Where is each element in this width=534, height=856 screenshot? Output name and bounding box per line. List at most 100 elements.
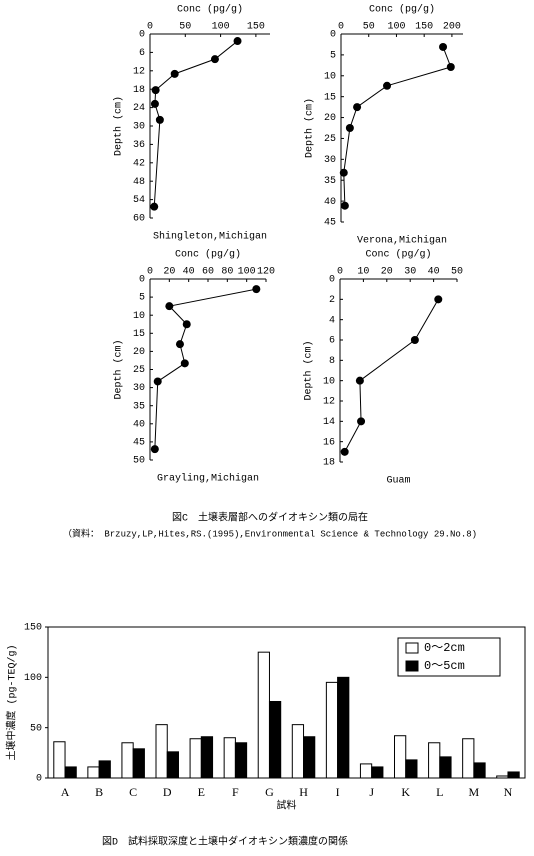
point: [353, 103, 362, 112]
point: [345, 124, 354, 132]
bar: [155, 724, 168, 779]
y-axis-title: Depth (cm): [303, 340, 315, 400]
x-tick-label: I: [336, 785, 340, 799]
y-tick-label: 42: [133, 158, 145, 169]
bar: [132, 748, 145, 779]
point: [150, 202, 159, 211]
x-tick-label: 0: [147, 22, 153, 33]
y-tick-label: 10: [324, 71, 336, 82]
caption: （資料： Brzuzy,LP,Hites,RS.(1995),Environme…: [63, 527, 477, 539]
bar: [496, 775, 509, 779]
y-tick-label: 10: [323, 376, 335, 387]
y-axis-title: 土壌中濃度 (pg-TEQ/g): [5, 644, 19, 760]
bar: [166, 751, 179, 779]
x-tick-label: 0: [338, 22, 344, 33]
y-tick-label: 20: [133, 347, 145, 358]
y-tick-label: 20: [324, 113, 336, 124]
x-tick-label: J: [369, 785, 374, 799]
chart-label: Grayling,Michigan: [157, 473, 259, 485]
y-tick-label: 30: [133, 122, 145, 133]
y-tick-label: 14: [323, 417, 335, 428]
y-tick-label: 0: [330, 30, 336, 41]
bar: [325, 681, 339, 779]
caption: 図C 土壌表層部へのダイオキシン類の局在: [172, 511, 368, 525]
point: [339, 168, 348, 177]
y-tick-label: 6: [139, 48, 145, 59]
y-tick-label: 45: [133, 438, 145, 449]
bar: [303, 736, 316, 779]
x-tick-label: 40: [428, 267, 440, 278]
bar: [257, 651, 270, 779]
x-tick-label: 0: [147, 267, 153, 278]
y-tick-label: 5: [139, 293, 145, 304]
point: [210, 55, 219, 64]
x-tick-label: 80: [221, 267, 233, 278]
bar: [98, 760, 111, 779]
bar: [405, 759, 418, 779]
x-tick-label: D: [163, 785, 172, 799]
x-tick-label: G: [265, 785, 274, 799]
x-axis-title: Conc (pg/g): [365, 249, 431, 261]
point: [357, 417, 366, 426]
x-tick-label: H: [299, 785, 308, 799]
y-tick-label: 35: [324, 176, 336, 187]
x-tick-label: E: [198, 785, 205, 799]
point: [340, 201, 349, 210]
y-tick-label: 6: [329, 336, 335, 347]
y-tick-label: 25: [324, 134, 336, 145]
y-tick-label: 15: [324, 92, 336, 103]
y-tick-label: 100: [24, 673, 42, 684]
y-tick-label: 40: [324, 197, 336, 208]
point: [252, 285, 261, 294]
y-tick-label: 4: [329, 315, 335, 326]
point: [340, 447, 349, 456]
bar: [189, 738, 202, 779]
x-axis-title: Conc (pg/g): [369, 4, 435, 16]
y-tick-label: 54: [133, 195, 145, 206]
point: [170, 69, 179, 78]
y-tick-label: 15: [133, 329, 145, 340]
point: [446, 63, 455, 72]
x-axis-title: Conc (pg/g): [177, 4, 243, 16]
point: [155, 115, 164, 124]
x-axis-title: 試料: [277, 799, 297, 813]
x-tick-label: 100: [238, 267, 256, 278]
bar: [200, 736, 214, 779]
x-tick-label: 40: [183, 267, 195, 278]
y-tick-label: 60: [133, 214, 145, 225]
point: [180, 359, 189, 368]
bar: [507, 771, 520, 779]
point: [175, 340, 184, 349]
y-tick-label: 30: [324, 155, 336, 166]
x-tick-label: 150: [415, 22, 433, 33]
y-tick-label: 2: [329, 295, 335, 306]
x-tick-label: 10: [357, 267, 369, 278]
y-tick-label: 18: [323, 458, 335, 469]
bar: [87, 766, 100, 779]
line: [343, 46, 452, 206]
x-tick-label: 50: [451, 267, 463, 278]
x-tick-label: A: [61, 785, 70, 799]
y-tick-label: 10: [133, 311, 145, 322]
bar: [473, 762, 486, 779]
x-tick-label: 60: [202, 267, 214, 278]
point: [151, 86, 160, 95]
x-tick-label: 100: [212, 22, 230, 33]
y-tick-label: 35: [133, 401, 145, 412]
bar: [121, 742, 134, 779]
y-tick-label: 8: [329, 356, 335, 367]
bar: [371, 766, 384, 779]
bar: [64, 766, 77, 779]
x-tick-label: F: [232, 785, 239, 799]
point: [434, 295, 443, 304]
point: [383, 81, 392, 90]
plot-frame: [47, 626, 526, 779]
point: [165, 302, 174, 311]
y-tick-label: 150: [24, 623, 42, 634]
chart-label: Guam: [386, 476, 410, 487]
bar: [234, 742, 248, 779]
x-tick-label: 30: [404, 267, 416, 278]
y-tick-label: 30: [133, 383, 145, 394]
caption: 図D 試料採取深度と土壌中ダイオキシン類濃度の関係: [102, 835, 348, 849]
legend-label: 0～2cm: [424, 641, 465, 655]
